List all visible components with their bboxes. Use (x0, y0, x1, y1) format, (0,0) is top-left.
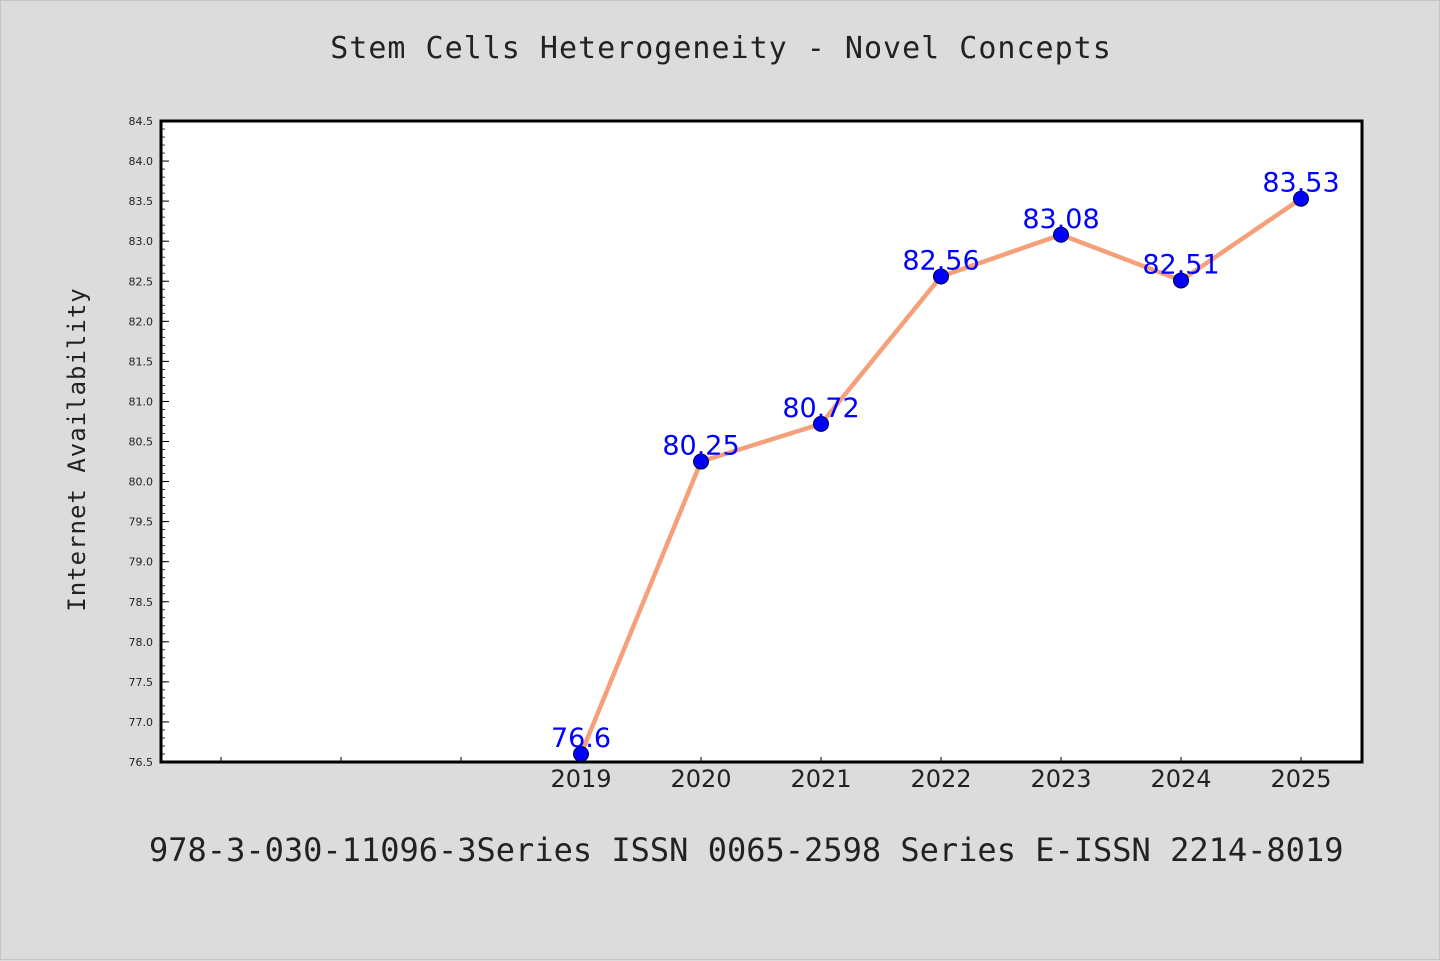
data-point (1173, 272, 1189, 289)
y-tick-label: 80.5 (129, 436, 154, 449)
footer-text: 978-3-030-11096-3Series ISSN 0065-2598 S… (149, 831, 1344, 869)
data-point (1293, 190, 1309, 207)
y-axis-label: Internet Availability (63, 287, 91, 611)
data-point (693, 453, 709, 470)
y-tick-label: 81.5 (129, 355, 154, 368)
data-label: 80.25 (662, 431, 739, 462)
data-label: 80.72 (782, 393, 859, 424)
x-tick-label: 2025 (1270, 765, 1331, 793)
y-tick-label: 78.0 (129, 636, 154, 649)
y-tick-label: 82.0 (129, 315, 154, 328)
data-point (1053, 226, 1069, 243)
data-label: 82.56 (902, 245, 979, 276)
chart-title: Stem Cells Heterogeneity - Novel Concept… (330, 31, 1112, 66)
x-tick-label: 2020 (670, 765, 731, 793)
data-point (933, 268, 949, 285)
data-point (573, 745, 589, 762)
y-tick-label: 82.5 (129, 275, 154, 288)
y-tick-label: 79.0 (129, 556, 154, 569)
x-tick-label: 2021 (790, 765, 851, 793)
x-tick-label: 2024 (1150, 765, 1211, 793)
y-tick-label: 78.5 (129, 596, 154, 609)
x-tick-label: 2019 (550, 765, 611, 793)
y-tick-label: 77.0 (129, 716, 154, 729)
data-label: 76.6 (551, 723, 611, 754)
data-label: 82.51 (1142, 249, 1219, 280)
y-tick-label: 79.5 (129, 516, 154, 529)
y-tick-label: 84.5 (129, 115, 154, 128)
data-point (813, 415, 829, 432)
y-tick-label: 81.0 (129, 395, 154, 408)
y-tick-label: 80.0 (129, 476, 154, 489)
data-label: 83.53 (1262, 168, 1339, 199)
y-tick-label: 76.5 (129, 756, 154, 769)
y-tick-label: 77.5 (129, 676, 154, 689)
y-tick-label: 83.5 (129, 195, 154, 208)
y-tick-label: 83.0 (129, 235, 154, 248)
data-label: 83.08 (1022, 204, 1099, 235)
x-tick-label: 2023 (1030, 765, 1091, 793)
x-tick-label: 2022 (910, 765, 971, 793)
y-tick-label: 84.0 (129, 155, 154, 168)
